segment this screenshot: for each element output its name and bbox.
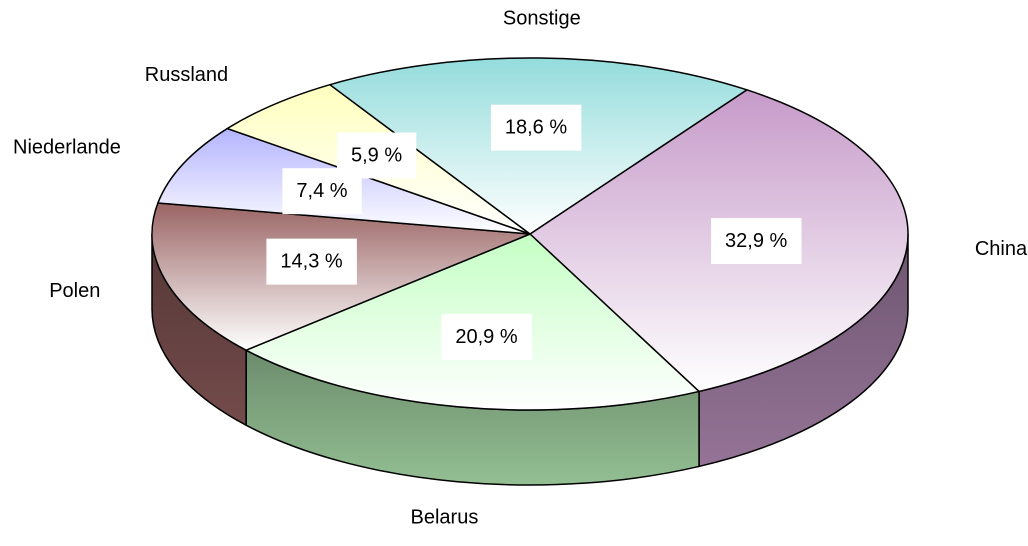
value-label-box [441, 313, 532, 360]
value-label-box [490, 104, 582, 151]
category-label: Sonstige [503, 8, 581, 30]
value-label: 7,4 % [296, 180, 347, 202]
category-label: Niederlande [13, 137, 121, 159]
value-label-box [711, 218, 802, 265]
value-label: 20,9 % [455, 326, 517, 348]
category-label: China [975, 238, 1028, 260]
category-label: Polen [49, 280, 100, 302]
value-label: 18,6 % [505, 117, 567, 139]
value-label: 5,9 % [351, 145, 402, 167]
value-label: 14,3 % [280, 251, 342, 273]
value-label-box [266, 238, 357, 285]
value-label: 32,9 % [725, 230, 787, 252]
category-label: Russland [145, 64, 228, 86]
category-label: Belarus [411, 507, 479, 529]
value-label-box [336, 132, 417, 179]
